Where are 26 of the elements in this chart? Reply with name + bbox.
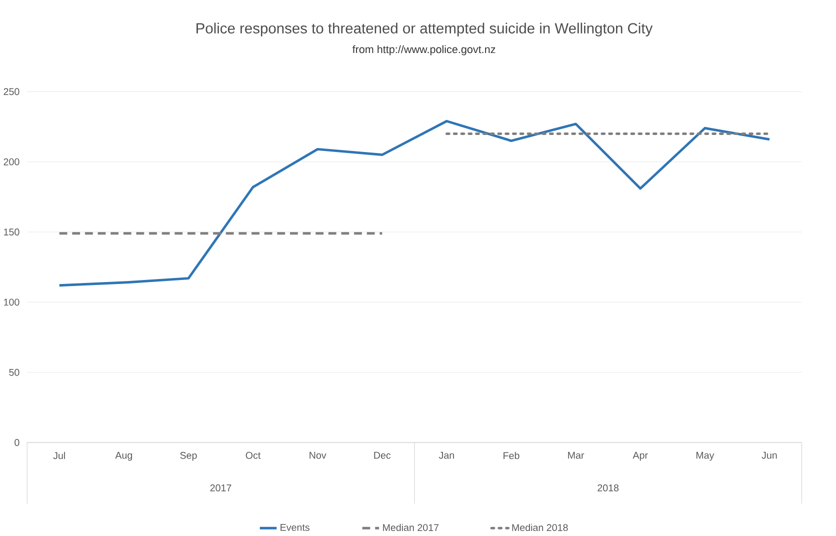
x-tick-label: Jan (438, 452, 454, 459)
y-tick-label: 200 (4, 158, 20, 166)
y-tick-label: 150 (4, 228, 20, 236)
x-tick-label: Oct (246, 452, 261, 459)
y-tick-label: 250 (4, 88, 20, 95)
chart-title: Police responses to threatened or attempted suicide in Wellington City (196, 22, 653, 36)
x-tick-label: Dec (374, 452, 391, 459)
text: 2017 (210, 484, 232, 492)
legend-label: Events (280, 524, 310, 531)
x-tick-label: Sep (180, 452, 197, 461)
x-tick-label: Jun (762, 452, 777, 459)
legend-label: Median 2018 (512, 524, 568, 531)
x-tick-label: May (696, 452, 714, 461)
x-tick-label: Apr (632, 452, 648, 461)
x-tick-label: Mar (568, 452, 584, 459)
x-tick-label: Jul (53, 452, 65, 459)
legend-label: Median 2017 (383, 524, 439, 531)
y-tick-label: 0 (14, 438, 20, 446)
x-tick-label: Feb (504, 452, 520, 459)
y-tick-label: 50 (9, 368, 20, 376)
x-tick-label: Aug (115, 452, 132, 461)
x-tick-label: Nov (310, 452, 326, 459)
y-tick-label: 100 (4, 298, 20, 306)
chart-subtitle: from http://www.police.govt.nz (352, 45, 496, 56)
line-series (58, 120, 771, 286)
text: 2018 (598, 484, 619, 492)
